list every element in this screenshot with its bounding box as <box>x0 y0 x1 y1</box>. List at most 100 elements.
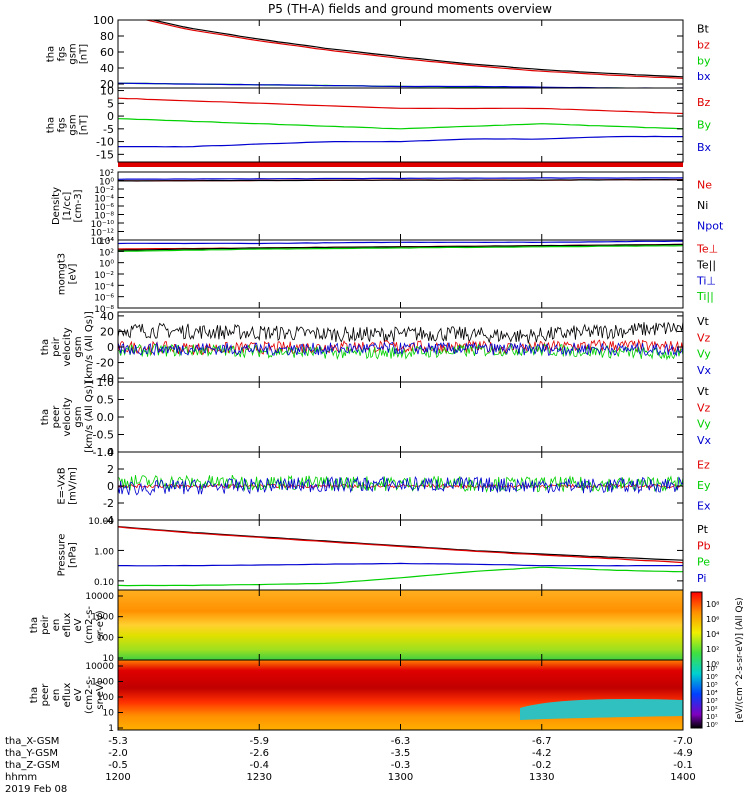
panel-frame <box>117 87 684 163</box>
y-axis-label: [nPa] <box>68 542 79 568</box>
y-axis-label: velocity <box>62 397 73 436</box>
chart-title: P5 (TH-A) fields and ground moments over… <box>268 2 552 16</box>
y-tick-label: 10⁻⁴ <box>94 195 114 205</box>
y-tick-label: -2 <box>103 497 114 510</box>
legend-entry: Vy <box>697 418 711 431</box>
legend-entry: Te|| <box>696 258 716 271</box>
colorbar-tick: 10⁴ <box>706 630 719 639</box>
y-axis-label: eflux <box>62 683 73 708</box>
colorbar-tick: 10³ <box>706 697 718 705</box>
y-tick-label: -0.5 <box>93 429 114 442</box>
y-tick-label: 10⁻¹⁰ <box>91 220 115 230</box>
x-tick-label: -0.3 <box>391 760 411 771</box>
y-tick-label: 0 <box>107 110 114 123</box>
legend-entry: Npot <box>697 220 724 233</box>
y-tick-label: 10⁻¹² <box>91 229 115 239</box>
x-tick-label: 1200 <box>105 772 130 783</box>
y-axis-label: peir <box>51 336 62 356</box>
series-line-Bz <box>118 97 683 115</box>
y-axis-label: fgs <box>57 117 68 132</box>
colorbar: 10⁸10⁶10⁴10²10⁰10⁷10⁶10⁵10⁴10³10²10¹10⁰[… <box>690 591 745 729</box>
y-axis-label: velocity <box>62 327 73 366</box>
y-tick-label: 10.00 <box>88 517 114 527</box>
y-tick-label: -40 <box>96 372 114 385</box>
y-axis-label: en <box>51 689 62 702</box>
y-axis-label: [nT] <box>79 44 90 64</box>
y-tick-label: 10⁻⁶ <box>94 203 114 213</box>
legend-entry: Bz <box>697 96 711 109</box>
y-tick-label: 4 <box>107 446 114 459</box>
panel-frame <box>117 519 684 591</box>
series-line-Vt <box>118 321 683 344</box>
legend-entry: Vt <box>697 385 710 398</box>
y-tick-label: 40 <box>100 62 114 75</box>
y-axis-label: Pressure <box>57 534 68 577</box>
series-line-Ti|| <box>118 245 683 252</box>
y-tick-label: 10⁻¹⁴ <box>91 237 115 247</box>
y-tick-label: 100 <box>97 633 114 643</box>
legend-entry: Pi <box>697 572 706 585</box>
x-tick-label: -5.3 <box>108 736 128 747</box>
legend-entry: Ey <box>697 479 711 492</box>
legend-entry: bx <box>697 70 711 83</box>
y-axis-label: [cm-3] <box>73 189 84 222</box>
y-tick-label: 10⁻² <box>94 271 114 281</box>
y-axis-label: sr-eV) <box>95 680 106 709</box>
series-line-Pe <box>118 566 683 587</box>
legend-entry: Ex <box>697 500 711 513</box>
y-tick-label: 0 <box>107 480 114 493</box>
legend-entry: bz <box>697 38 710 51</box>
y-axis-label: [km/s (All Qs)] <box>84 311 95 383</box>
panel-frame <box>117 381 684 453</box>
y-tick-label: 10 <box>103 709 115 719</box>
y-tick-label: 20 <box>100 78 114 91</box>
y-tick-label: -5 <box>103 123 114 136</box>
legend-entry: Vx <box>697 364 712 377</box>
series-line-Pt <box>118 526 683 561</box>
x-tick-label: -0.2 <box>532 760 552 771</box>
y-tick-label: 10⁰ <box>99 260 114 270</box>
y-axis-label: gsm <box>73 336 84 357</box>
y-tick-label: 10000 <box>85 662 114 672</box>
x-row-label: tha_Z-GSM <box>5 760 60 771</box>
status-bar <box>118 162 683 167</box>
y-axis-label: fgs <box>57 46 68 61</box>
x-tick-label: 1330 <box>529 772 554 783</box>
colorbar-bar <box>690 591 703 729</box>
y-tick-label: 10⁻⁶ <box>94 294 114 304</box>
y-axis-label: peer <box>51 405 62 429</box>
x-tick-label: -6.3 <box>391 736 411 747</box>
legend-entry: Ni <box>697 199 708 212</box>
series-line-Pi <box>118 562 683 567</box>
y-tick-label: 1000 <box>91 613 114 623</box>
spectrogram-image <box>118 590 683 660</box>
y-tick-label: 1.00 <box>94 547 114 557</box>
legend-entry: Ti|| <box>696 290 714 303</box>
series-line-Ex <box>118 475 683 496</box>
y-tick-label: 10⁰ <box>99 178 114 188</box>
y-tick-label: 10 <box>100 85 114 98</box>
y-axis-label: eV <box>73 688 84 701</box>
legend-entry: Vy <box>697 348 711 361</box>
colorbar-tick: 10⁸ <box>706 600 719 609</box>
y-axis-label: gsm <box>73 406 84 427</box>
panel-peer_energy_spectrogram: 10000 1000 100 10 1 tha peer en eflux eV (cm2-s-sr… <box>29 659 684 734</box>
y-tick-label: 10² <box>99 169 114 179</box>
x-tick-label: -2.0 <box>108 748 128 759</box>
colorbar-tick: 10⁵ <box>706 681 718 689</box>
y-axis-label: [1/cc] <box>62 192 73 221</box>
x-tick-label: -4.2 <box>532 748 552 759</box>
y-tick-label: 10000 <box>85 592 114 602</box>
y-tick-label: 10 <box>103 654 115 664</box>
colorbar-tick: 10⁴ <box>706 689 718 697</box>
x-row-label: hhmm <box>5 772 37 783</box>
y-axis-label: tha <box>46 117 57 133</box>
x-row-label: tha_Y-GSM <box>5 748 58 759</box>
series-line-Vy <box>118 342 683 361</box>
y-axis-label: Density <box>51 187 62 225</box>
y-tick-label: -10 <box>96 136 114 149</box>
colorbar-tick: 10⁰ <box>706 721 718 729</box>
y-axis-label: [eV] <box>68 264 79 285</box>
